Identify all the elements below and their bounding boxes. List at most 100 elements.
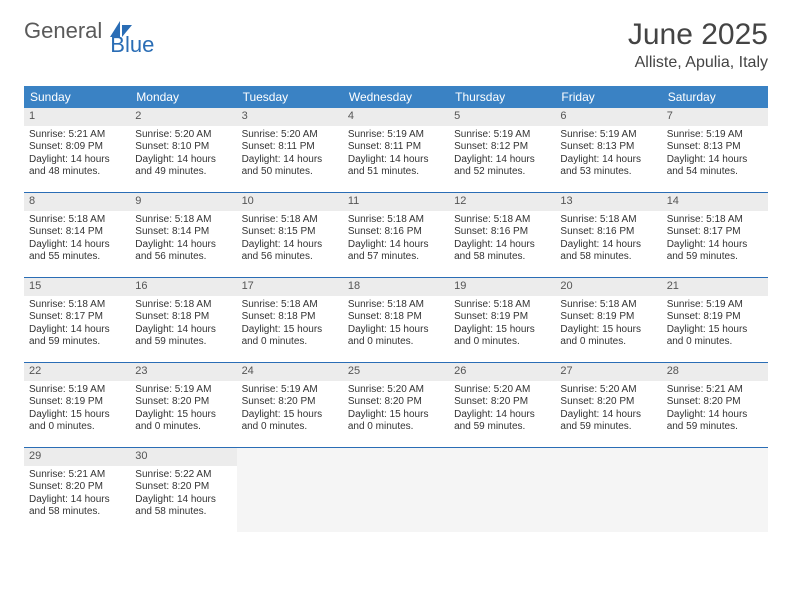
day-number: 28 [662,363,768,381]
day-header: Sunday [24,86,130,108]
daylight-line-2: and 50 minutes. [242,166,338,179]
day-header: Friday [555,86,661,108]
daylight-line-2: and 59 minutes. [560,421,656,434]
day-number: 12 [449,193,555,211]
day-body: Sunrise: 5:19 AMSunset: 8:13 PMDaylight:… [662,126,768,182]
daylight-line-1: Daylight: 15 hours [242,409,338,422]
daylight-line-1: Daylight: 14 hours [667,239,763,252]
title-block: June 2025 Alliste, Apulia, Italy [628,18,768,72]
week-row: 22Sunrise: 5:19 AMSunset: 8:19 PMDayligh… [24,363,768,448]
day-cell: 9Sunrise: 5:18 AMSunset: 8:14 PMDaylight… [130,193,236,277]
sunset-line: Sunset: 8:18 PM [135,311,231,324]
sunset-line: Sunset: 8:18 PM [242,311,338,324]
day-body: Sunrise: 5:19 AMSunset: 8:20 PMDaylight:… [237,381,343,437]
day-number: 27 [555,363,661,381]
sunrise-line: Sunrise: 5:18 AM [560,214,656,227]
daylight-line-2: and 52 minutes. [454,166,550,179]
daylight-line-2: and 58 minutes. [454,251,550,264]
day-cell: 28Sunrise: 5:21 AMSunset: 8:20 PMDayligh… [662,363,768,447]
daylight-line-1: Daylight: 14 hours [242,239,338,252]
daylight-line-2: and 59 minutes. [667,421,763,434]
sunset-line: Sunset: 8:10 PM [135,141,231,154]
day-number: 21 [662,278,768,296]
daylight-line-2: and 0 minutes. [560,336,656,349]
day-number: 9 [130,193,236,211]
day-cell: 25Sunrise: 5:20 AMSunset: 8:20 PMDayligh… [343,363,449,447]
page-header: General Blue June 2025 Alliste, Apulia, … [0,0,792,80]
day-number: 1 [24,108,130,126]
day-cell: 29Sunrise: 5:21 AMSunset: 8:20 PMDayligh… [24,448,130,532]
sunset-line: Sunset: 8:20 PM [135,481,231,494]
sunset-line: Sunset: 8:19 PM [454,311,550,324]
day-body: Sunrise: 5:18 AMSunset: 8:17 PMDaylight:… [24,296,130,352]
week-row: 29Sunrise: 5:21 AMSunset: 8:20 PMDayligh… [24,448,768,532]
daylight-line-1: Daylight: 14 hours [29,494,125,507]
daylight-line-1: Daylight: 15 hours [348,324,444,337]
sunset-line: Sunset: 8:20 PM [454,396,550,409]
sunrise-line: Sunrise: 5:21 AM [667,384,763,397]
daylight-line-1: Daylight: 14 hours [135,154,231,167]
sunrise-line: Sunrise: 5:19 AM [454,129,550,142]
daylight-line-1: Daylight: 14 hours [348,239,444,252]
sunrise-line: Sunrise: 5:18 AM [454,214,550,227]
day-cell: 1Sunrise: 5:21 AMSunset: 8:09 PMDaylight… [24,108,130,192]
day-body: Sunrise: 5:18 AMSunset: 8:18 PMDaylight:… [343,296,449,352]
daylight-line-1: Daylight: 15 hours [135,409,231,422]
logo: General Blue [24,18,180,44]
sunset-line: Sunset: 8:12 PM [454,141,550,154]
day-number: 3 [237,108,343,126]
day-header: Thursday [449,86,555,108]
day-body: Sunrise: 5:19 AMSunset: 8:11 PMDaylight:… [343,126,449,182]
day-number: 14 [662,193,768,211]
sunrise-line: Sunrise: 5:18 AM [135,214,231,227]
day-cell: 5Sunrise: 5:19 AMSunset: 8:12 PMDaylight… [449,108,555,192]
day-number: 5 [449,108,555,126]
daylight-line-2: and 48 minutes. [29,166,125,179]
day-number: 24 [237,363,343,381]
sunrise-line: Sunrise: 5:21 AM [29,129,125,142]
sunset-line: Sunset: 8:15 PM [242,226,338,239]
day-header: Wednesday [343,86,449,108]
day-cell: 19Sunrise: 5:18 AMSunset: 8:19 PMDayligh… [449,278,555,362]
day-body: Sunrise: 5:18 AMSunset: 8:19 PMDaylight:… [555,296,661,352]
sunset-line: Sunset: 8:14 PM [29,226,125,239]
sunrise-line: Sunrise: 5:20 AM [348,384,444,397]
day-number: 19 [449,278,555,296]
sunrise-line: Sunrise: 5:18 AM [667,214,763,227]
daylight-line-1: Daylight: 14 hours [560,239,656,252]
month-title: June 2025 [628,18,768,52]
day-header: Monday [130,86,236,108]
day-number: 22 [24,363,130,381]
daylight-line-2: and 0 minutes. [29,421,125,434]
day-cell: 13Sunrise: 5:18 AMSunset: 8:16 PMDayligh… [555,193,661,277]
day-cell: 22Sunrise: 5:19 AMSunset: 8:19 PMDayligh… [24,363,130,447]
day-cell: 20Sunrise: 5:18 AMSunset: 8:19 PMDayligh… [555,278,661,362]
daylight-line-1: Daylight: 14 hours [29,324,125,337]
daylight-line-1: Daylight: 15 hours [667,324,763,337]
day-body: Sunrise: 5:18 AMSunset: 8:16 PMDaylight:… [343,211,449,267]
daylight-line-2: and 0 minutes. [135,421,231,434]
daylight-line-2: and 59 minutes. [29,336,125,349]
day-cell: 3Sunrise: 5:20 AMSunset: 8:11 PMDaylight… [237,108,343,192]
sunset-line: Sunset: 8:17 PM [667,226,763,239]
daylight-line-1: Daylight: 14 hours [560,154,656,167]
day-cell: 15Sunrise: 5:18 AMSunset: 8:17 PMDayligh… [24,278,130,362]
sunset-line: Sunset: 8:17 PM [29,311,125,324]
day-number: 20 [555,278,661,296]
sunrise-line: Sunrise: 5:19 AM [29,384,125,397]
daylight-line-1: Daylight: 14 hours [667,409,763,422]
daylight-line-1: Daylight: 15 hours [560,324,656,337]
day-number: 10 [237,193,343,211]
day-cell: 23Sunrise: 5:19 AMSunset: 8:20 PMDayligh… [130,363,236,447]
day-cell: 26Sunrise: 5:20 AMSunset: 8:20 PMDayligh… [449,363,555,447]
calendar-grid: SundayMondayTuesdayWednesdayThursdayFrid… [24,86,768,532]
daylight-line-1: Daylight: 14 hours [135,324,231,337]
location-text: Alliste, Apulia, Italy [628,54,768,72]
sunrise-line: Sunrise: 5:20 AM [242,129,338,142]
sunrise-line: Sunrise: 5:22 AM [135,469,231,482]
daylight-line-2: and 0 minutes. [667,336,763,349]
daylight-line-2: and 0 minutes. [242,336,338,349]
daylight-line-1: Daylight: 14 hours [242,154,338,167]
empty-cell [237,448,343,532]
day-number: 15 [24,278,130,296]
